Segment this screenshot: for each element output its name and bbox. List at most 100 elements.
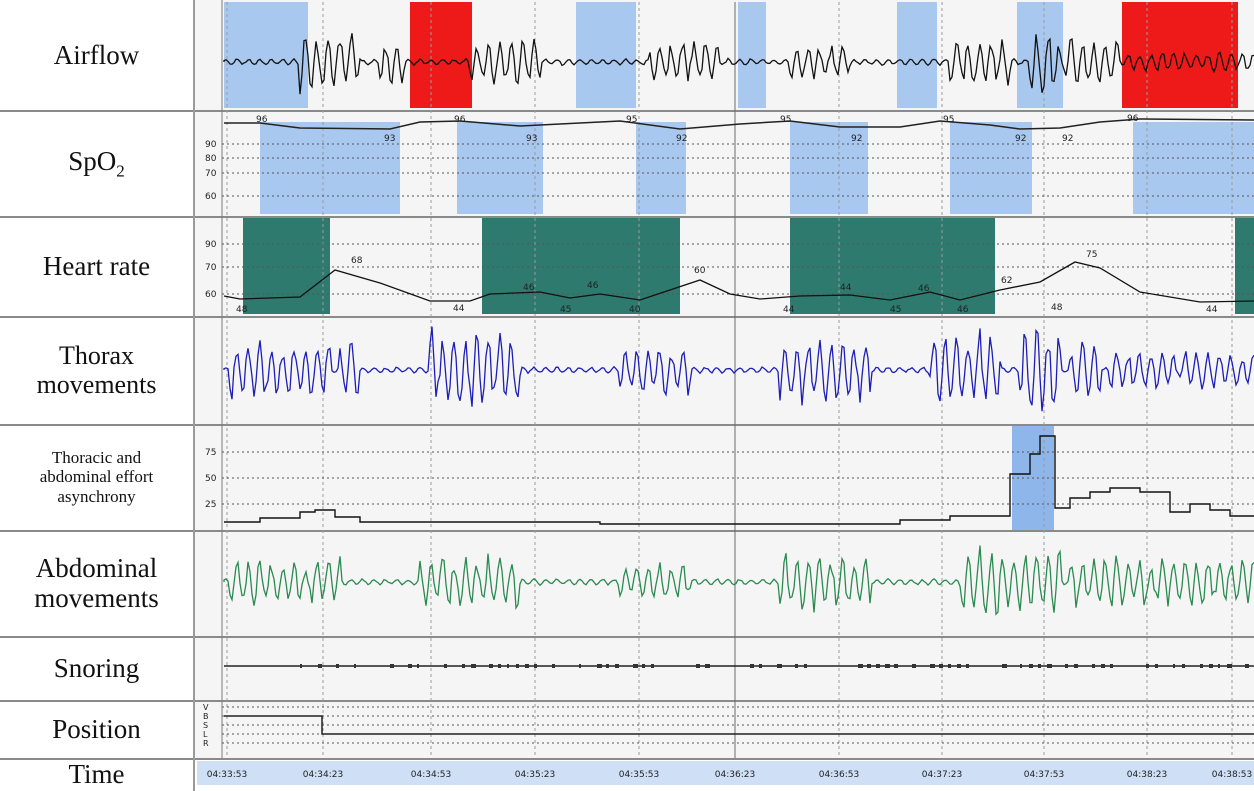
heart-rate-tick-label: 70 bbox=[205, 263, 217, 273]
snoring-mark bbox=[525, 664, 529, 668]
snoring-mark bbox=[705, 664, 710, 668]
time-tick-label: 04:38:53 bbox=[1212, 770, 1252, 780]
snoring-label: Snoring bbox=[53, 652, 140, 683]
spo2-value-label: 92 bbox=[1015, 134, 1026, 144]
heart-rate-band bbox=[482, 218, 680, 314]
time-tick-label: 04:37:23 bbox=[922, 770, 962, 780]
snoring-mark bbox=[1101, 664, 1105, 668]
spo2-desaturation-band bbox=[950, 122, 1032, 214]
snoring-mark bbox=[336, 664, 339, 668]
snoring-mark bbox=[858, 664, 863, 668]
spo2-desaturation-band bbox=[457, 122, 543, 214]
snoring-mark bbox=[354, 664, 356, 668]
spo2-value-label: 95 bbox=[780, 115, 791, 125]
time-tick-label: 04:34:23 bbox=[303, 770, 343, 780]
snoring-mark bbox=[390, 664, 394, 668]
airflow-label: Airflow bbox=[53, 39, 140, 70]
heart-rate-value-label: 40 bbox=[629, 305, 641, 315]
heart-rate-value-label: 48 bbox=[1051, 303, 1063, 313]
spo2-value-label: 92 bbox=[851, 134, 862, 144]
snoring-mark bbox=[552, 664, 555, 668]
heart-rate-value-label: 45 bbox=[890, 305, 901, 315]
snoring-mark bbox=[597, 664, 602, 668]
airflow-trace bbox=[223, 33, 1254, 95]
airflow-apnea-band bbox=[897, 2, 937, 108]
heart-rate-value-label: 60 bbox=[694, 266, 706, 276]
spo2-trace bbox=[224, 118, 1254, 130]
spo2-value-label: 95 bbox=[626, 115, 637, 125]
airflow-event-band bbox=[1122, 2, 1238, 108]
spo2-value-label: 96 bbox=[454, 115, 466, 125]
snoring-mark bbox=[759, 664, 762, 668]
spo2-desaturation-band bbox=[790, 122, 868, 214]
heart-rate-value-label: 44 bbox=[453, 304, 465, 314]
snoring-mark bbox=[795, 664, 798, 668]
position-panel bbox=[193, 700, 1254, 758]
snoring-mark bbox=[876, 664, 880, 668]
snoring-mark bbox=[1038, 664, 1041, 668]
snoring-mark bbox=[777, 664, 782, 668]
heart-rate-value-label: 44 bbox=[840, 283, 852, 293]
snoring-mark bbox=[750, 664, 754, 668]
snoring-mark bbox=[498, 664, 501, 668]
heart-rate-value-label: 62 bbox=[1001, 276, 1012, 286]
time-tick-label: 04:36:53 bbox=[819, 770, 859, 780]
heart-rate-value-label: 46 bbox=[587, 281, 599, 291]
snoring-mark bbox=[318, 664, 322, 668]
heart-rate-value-label: 68 bbox=[351, 256, 363, 266]
time-tick-label: 04:33:53 bbox=[207, 770, 247, 780]
snoring-mark bbox=[1146, 664, 1149, 668]
spo2-label: SpO2 bbox=[68, 145, 125, 181]
snoring-mark bbox=[651, 664, 654, 668]
snoring-mark bbox=[642, 664, 645, 668]
snoring-mark bbox=[1173, 664, 1175, 668]
snoring-mark bbox=[804, 664, 807, 668]
snoring-mark bbox=[1065, 664, 1068, 668]
position-tick-label: L bbox=[203, 730, 208, 739]
abdominal-trace bbox=[223, 545, 1254, 616]
asynchrony-tick-label: 75 bbox=[205, 448, 216, 458]
time-tick-label: 04:35:23 bbox=[515, 770, 555, 780]
time-tick-label: 04:34:53 bbox=[411, 770, 451, 780]
asynchrony-tick-label: 50 bbox=[205, 474, 217, 484]
spo2-value-label: 96 bbox=[256, 115, 268, 125]
thorax-panel bbox=[193, 316, 1254, 424]
airflow-apnea-band bbox=[1017, 2, 1063, 108]
snoring-mark bbox=[516, 664, 519, 668]
abdominal-label: Abdominal movements bbox=[34, 552, 159, 613]
snoring-mark bbox=[579, 664, 581, 668]
snoring-mark bbox=[696, 664, 700, 668]
time-label: Time bbox=[68, 759, 125, 790]
heart-rate-band bbox=[1235, 218, 1254, 314]
spo2-desaturation-band bbox=[1133, 122, 1254, 214]
snoring-mark bbox=[1110, 664, 1113, 668]
spo2-tick-label: 90 bbox=[205, 140, 217, 150]
snoring-mark bbox=[507, 664, 509, 668]
spo2-tick-label: 80 bbox=[205, 154, 217, 164]
snoring-mark bbox=[1074, 664, 1078, 668]
heart-rate-tick-label: 90 bbox=[205, 240, 217, 250]
spo2-desaturation-band bbox=[636, 122, 686, 214]
snoring-mark bbox=[867, 664, 871, 668]
spo2-value-label: 96 bbox=[1127, 114, 1139, 124]
heart-rate-band bbox=[790, 218, 995, 314]
airflow-panel bbox=[193, 0, 1254, 110]
position-tick-label: R bbox=[203, 739, 209, 748]
snoring-mark bbox=[957, 664, 961, 668]
snoring-mark bbox=[948, 664, 951, 668]
snoring-mark bbox=[1002, 664, 1007, 668]
position-label: Position bbox=[52, 713, 141, 744]
snoring-mark bbox=[885, 664, 890, 668]
spo2-value-label: 92 bbox=[1062, 134, 1073, 144]
snoring-mark bbox=[1092, 664, 1095, 668]
snoring-mark bbox=[462, 664, 465, 668]
snoring-mark bbox=[966, 664, 969, 668]
snoring-mark bbox=[1047, 664, 1052, 668]
snoring-mark bbox=[930, 664, 935, 668]
heart-rate-value-label: 48 bbox=[236, 305, 248, 315]
snoring-mark bbox=[471, 664, 476, 668]
thorax-label: Thorax movements bbox=[36, 340, 157, 399]
position-trace bbox=[224, 715, 1254, 735]
spo2-tick-label: 70 bbox=[205, 169, 217, 179]
